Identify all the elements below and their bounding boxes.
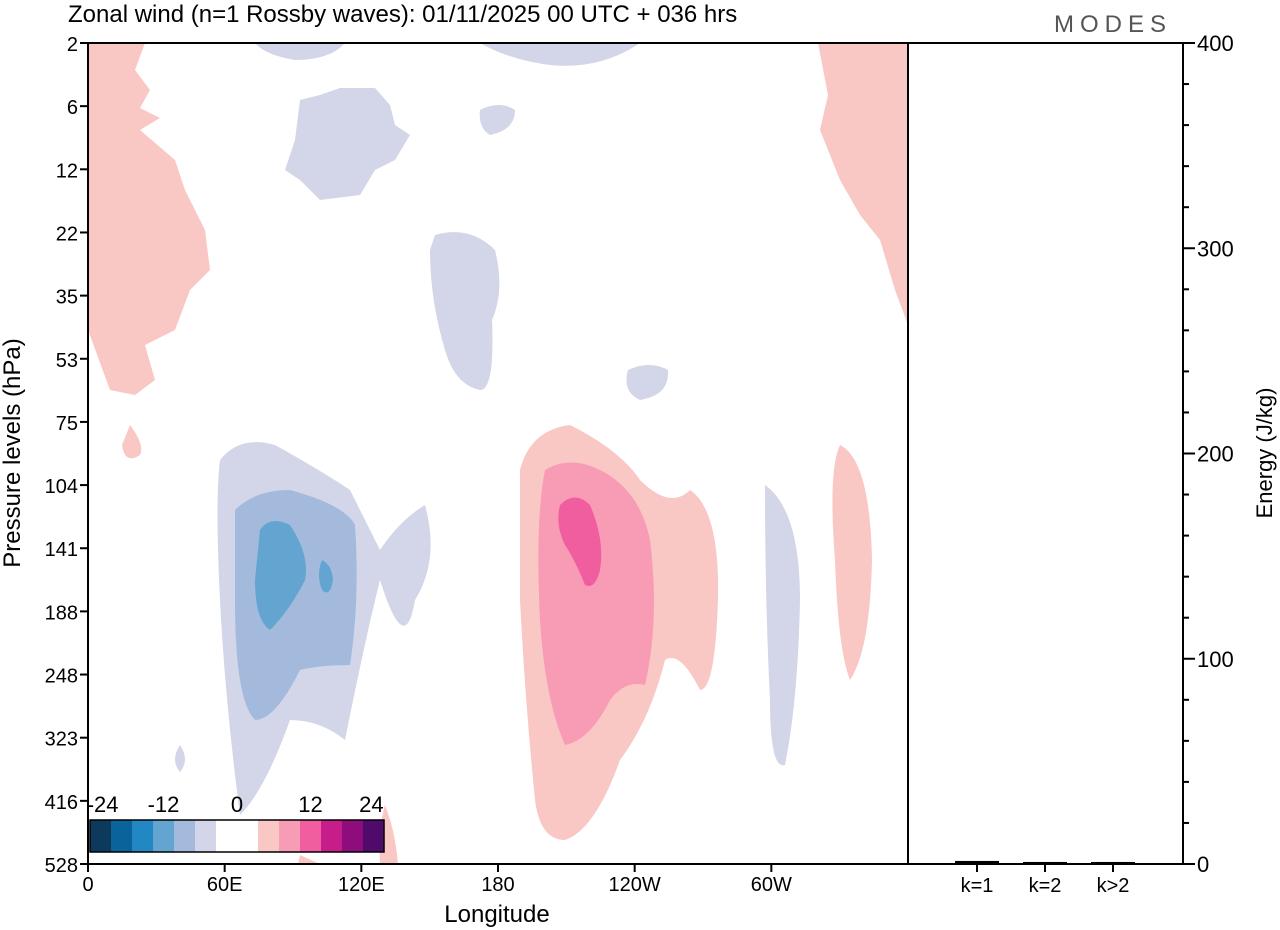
positive-contour-40w: [832, 445, 872, 680]
colorbar-swatch: [300, 820, 321, 852]
energy-bar: [1091, 861, 1135, 864]
colorbar-label: 12: [298, 792, 322, 817]
y-axis-label: Pressure levels (hPa): [0, 338, 26, 567]
colorbar-frame: [89, 819, 385, 853]
negative-contour-dot: [175, 745, 185, 772]
y-tick-label: 323: [45, 729, 78, 751]
colorbar-swatch: [321, 820, 342, 852]
colorbar-swatch: [258, 820, 279, 852]
colorbar-swatch: [195, 820, 216, 852]
energy-axis-label: Energy (J/kg): [1252, 388, 1277, 519]
colorbar-swatch: [174, 820, 195, 852]
y-tick-label: 22: [56, 223, 78, 245]
y-tick-label: 104: [45, 476, 78, 498]
y-tick-label: 528: [45, 855, 78, 877]
x-tick-label: 180: [481, 874, 514, 896]
negative-contour-60w: [765, 485, 800, 766]
y-tick-label: 416: [45, 792, 78, 814]
y-tick-label: 35: [56, 287, 78, 309]
bar-label: k=1: [961, 875, 994, 897]
colorbar-swatch: [132, 820, 153, 852]
negative-contour-upper: [285, 88, 410, 200]
colorbar-swatch: [363, 820, 384, 852]
y-tick-label: 6: [67, 97, 78, 119]
negative-contour-12b: [319, 560, 333, 593]
energy-tick-label: 400: [1197, 31, 1234, 56]
y-tick-label: 75: [56, 413, 78, 435]
bar-label: k>2: [1097, 875, 1130, 897]
modes-logo: MODES: [1054, 11, 1172, 38]
contour-fills: [88, 43, 908, 864]
energy-tick-label: 0: [1197, 852, 1209, 877]
negative-contour-12: [255, 521, 306, 630]
colorbar-label: -24: [87, 792, 119, 817]
x-tick-label: 0: [82, 874, 93, 896]
x-axis-label: Longitude: [444, 901, 549, 928]
colorbar-label: -12: [148, 792, 180, 817]
colorbar-label: 24: [359, 792, 383, 817]
positive-contour-east: [818, 43, 908, 325]
colorbar-label: 0: [231, 792, 243, 817]
negative-contour-small-2: [626, 365, 669, 400]
colorbar-swatch: [342, 820, 363, 852]
colorbar-swatch: [90, 820, 111, 852]
colorbar: -24 -12 0 12 24: [87, 792, 385, 853]
y-tick-label: 188: [45, 602, 78, 624]
colorbar-swatch: [111, 820, 132, 852]
y-tick-label: 53: [56, 350, 78, 372]
colorbar-swatch: [279, 820, 300, 852]
y-tick-label: 141: [45, 539, 78, 561]
colorbar-swatch: [216, 820, 258, 852]
energy-tick-label: 200: [1197, 442, 1234, 467]
energy-tick-label: 300: [1197, 236, 1234, 261]
x-tick-label: 120E: [338, 874, 385, 896]
negative-contour-top: [480, 43, 640, 66]
positive-contour-small: [122, 425, 142, 459]
colorbar-swatch: [153, 820, 174, 852]
bar-label: k=2: [1029, 875, 1062, 897]
x-tick-label: 120W: [609, 874, 661, 896]
energy-bar: [1023, 861, 1067, 864]
positive-contour-bottom-2: [298, 855, 320, 864]
y-tick-label: 248: [45, 666, 78, 688]
energy-tick-label: 100: [1197, 647, 1234, 672]
y-tick-label: 12: [56, 160, 78, 182]
y-tick-label: 2: [67, 34, 78, 56]
energy-bar: [955, 860, 999, 864]
negative-contour-top-2: [255, 43, 345, 60]
chart-title: Zonal wind (n=1 Rossby waves): 01/11/202…: [68, 1, 737, 28]
x-tick-label: 60W: [751, 874, 792, 896]
positive-contour-west: [88, 43, 210, 395]
positive-contour-12: [558, 497, 602, 586]
x-tick-label: 60E: [207, 874, 243, 896]
negative-contour-mid: [430, 232, 500, 390]
negative-contour-small-1: [479, 105, 515, 135]
